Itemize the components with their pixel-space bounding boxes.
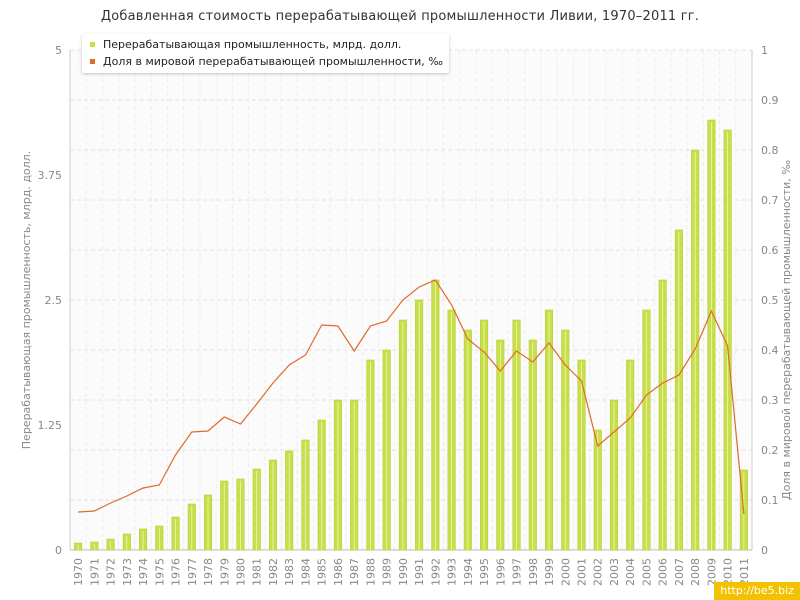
x-tick-label: 2002 bbox=[592, 558, 605, 586]
x-tick-label: 1996 bbox=[494, 558, 507, 586]
x-tick-label: 1984 bbox=[299, 558, 312, 586]
x-axis-ticks: 1970 1971 1972 1973 1974 1975 1976 1977 1978 1979… bbox=[72, 558, 751, 586]
bar-series bbox=[74, 119, 748, 551]
right-tick-label: 0.8 bbox=[761, 144, 779, 157]
right-tick-label: 0.9 bbox=[761, 94, 779, 107]
right-tick-label: 0.1 bbox=[761, 494, 779, 507]
x-tick-label: 2003 bbox=[608, 558, 621, 586]
x-tick-label: 2000 bbox=[559, 558, 572, 586]
legend-label-line: Доля в мировой перерабатывающей промышле… bbox=[103, 55, 443, 68]
x-tick-label: 1980 bbox=[235, 558, 248, 586]
axes bbox=[69, 50, 753, 551]
x-tick-label: 1987 bbox=[348, 558, 361, 586]
x-tick-label: 1978 bbox=[202, 558, 215, 586]
x-tick-label: 1973 bbox=[121, 558, 134, 586]
x-tick-label: 1991 bbox=[413, 558, 426, 586]
right-axis-ticks: 0 0.1 0.2 0.3 0.4 0.5 0.6 0.7 0.8 0.9 1 bbox=[761, 44, 779, 557]
legend-item-line[interactable]: Доля в мировой перерабатывающей промышле… bbox=[86, 53, 443, 70]
right-tick-label: 0.3 bbox=[761, 394, 779, 407]
legend: Перерабатывающая промышленность, млрд. д… bbox=[82, 34, 449, 73]
right-tick-label: 0.4 bbox=[761, 344, 779, 357]
left-axis-ticks: 0 1.25 2.5 3.75 5 bbox=[38, 44, 63, 557]
x-tick-label: 1972 bbox=[105, 558, 118, 586]
x-tick-label: 1998 bbox=[527, 558, 540, 586]
left-axis-title: Перерабатывающая промышленность, млрд. д… bbox=[20, 151, 33, 449]
x-tick-label: 1983 bbox=[283, 558, 296, 586]
right-tick-label: 0 bbox=[761, 544, 768, 557]
x-tick-label: 1994 bbox=[462, 558, 475, 586]
x-tick-label: 1977 bbox=[186, 558, 199, 586]
x-tick-label: 1986 bbox=[332, 558, 345, 586]
x-tick-label: 2008 bbox=[689, 558, 702, 586]
legend-swatch-bars bbox=[90, 42, 95, 47]
right-tick-label: 0.5 bbox=[761, 294, 779, 307]
x-tick-label: 1999 bbox=[543, 558, 556, 586]
line-series bbox=[78, 279, 745, 515]
x-tick-label: 2005 bbox=[640, 558, 653, 586]
legend-swatch-line bbox=[90, 59, 95, 64]
x-tick-label: 2010 bbox=[722, 558, 735, 586]
grid-lines bbox=[69, 49, 753, 550]
x-tick-label: 1975 bbox=[153, 558, 166, 586]
left-tick-label: 0 bbox=[55, 544, 62, 557]
x-tick-label: 1993 bbox=[446, 558, 459, 586]
left-tick-label: 1.25 bbox=[38, 419, 63, 432]
x-tick-label: 1990 bbox=[397, 558, 410, 586]
x-tick-label: 2011 bbox=[738, 558, 751, 586]
x-tick-label: 1971 bbox=[88, 558, 101, 586]
x-tick-label: 2001 bbox=[576, 558, 589, 586]
right-tick-label: 0.2 bbox=[761, 444, 779, 457]
right-tick-label: 0.6 bbox=[761, 244, 779, 257]
site-watermark[interactable]: http://be5.biz bbox=[714, 582, 800, 600]
right-axis-title: Доля в мировой перерабатывающей промышле… bbox=[780, 160, 793, 500]
x-tick-label: 1992 bbox=[429, 558, 442, 586]
x-tick-label: 1985 bbox=[316, 558, 329, 586]
x-tick-label: 1974 bbox=[137, 558, 150, 586]
x-tick-label: 2009 bbox=[705, 558, 718, 586]
legend-label-bars: Перерабатывающая промышленность, млрд. д… bbox=[103, 38, 402, 51]
x-tick-label: 1995 bbox=[478, 558, 491, 586]
x-tick-label: 1970 bbox=[72, 558, 85, 586]
x-tick-label: 1997 bbox=[511, 558, 524, 586]
x-tick-label: 1989 bbox=[381, 558, 394, 586]
right-tick-label: 0.7 bbox=[761, 194, 779, 207]
x-tick-label: 2006 bbox=[657, 558, 670, 586]
x-tick-label: 1981 bbox=[251, 558, 264, 586]
share-line[interactable] bbox=[78, 279, 745, 515]
left-tick-label: 3.75 bbox=[38, 169, 63, 182]
x-tick-label: 2004 bbox=[624, 558, 637, 586]
x-tick-label: 1976 bbox=[170, 558, 183, 586]
x-tick-label: 1988 bbox=[364, 558, 377, 586]
chart-title: Добавленная стоимость перерабатывающей п… bbox=[100, 9, 700, 24]
x-tick-label: 1979 bbox=[218, 558, 231, 586]
left-tick-label: 5 bbox=[55, 44, 62, 57]
left-tick-label: 2.5 bbox=[45, 294, 63, 307]
right-tick-label: 1 bbox=[761, 44, 768, 57]
x-tick-label: 1982 bbox=[267, 558, 280, 586]
x-tick-label: 2007 bbox=[673, 558, 686, 586]
legend-item-bars[interactable]: Перерабатывающая промышленность, млрд. д… bbox=[86, 36, 443, 53]
